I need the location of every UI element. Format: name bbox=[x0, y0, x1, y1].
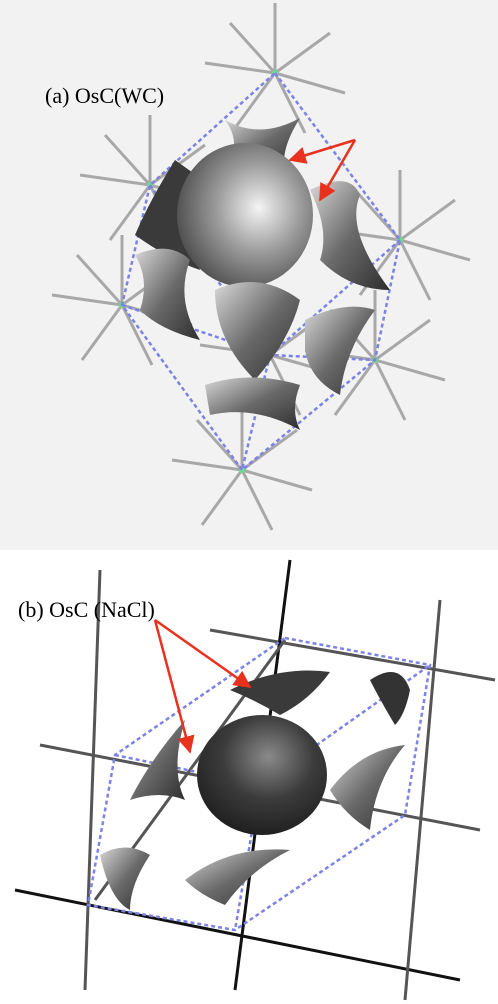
surface bbox=[177, 143, 313, 287]
grid-stick bbox=[85, 570, 100, 990]
surface bbox=[230, 670, 330, 715]
surface bbox=[185, 849, 290, 905]
panel-label: (b) OsC (NaCl) bbox=[18, 597, 155, 622]
surface bbox=[197, 715, 327, 835]
surface bbox=[100, 848, 150, 911]
grid-stick bbox=[405, 600, 440, 1000]
grid-stick bbox=[210, 630, 495, 680]
surface bbox=[330, 745, 405, 830]
page: (a) OsC(WC) (b) OsC (NaCl) (() => { cons… bbox=[0, 0, 498, 1004]
panel-label: (a) OsC(WC) bbox=[45, 83, 164, 108]
surface bbox=[370, 672, 410, 725]
figure: (a) OsC(WC) (b) OsC (NaCl) bbox=[0, 0, 498, 1004]
